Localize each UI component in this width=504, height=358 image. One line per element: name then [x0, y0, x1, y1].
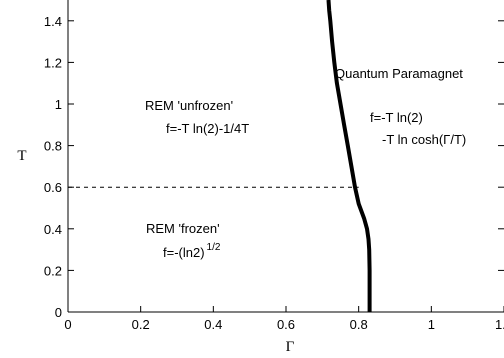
x-tick-label: 0.6: [277, 317, 295, 332]
x-tick-label: 1.2: [495, 317, 504, 332]
annotation-f-qp-line1: f=-T ln(2): [370, 110, 423, 125]
x-tick-label: 0.8: [350, 317, 368, 332]
phase-boundary-curve: [326, 0, 372, 312]
annotation-f-qp-line2: -T ln cosh(Γ/T): [382, 132, 466, 147]
x-tick-label: 1: [428, 317, 435, 332]
series-layer: [68, 0, 372, 312]
y-tick-label: 0.2: [44, 263, 62, 278]
annotation-f-frozen: f=-(ln2) 1/2: [163, 242, 221, 260]
annotation-f-frozen-exponent: 1/2: [207, 242, 221, 253]
y-tick-label: 0.4: [44, 222, 62, 237]
annotation-quantum-paramagnet: Quantum Paramagnet: [335, 66, 463, 81]
y-tick-label: 1: [55, 97, 62, 112]
y-tick-label: 0: [55, 305, 62, 320]
x-tick-label: 0: [64, 317, 71, 332]
x-axis-ticks: 0 0.2 0.4 0.6 0.8 1 1.2: [64, 306, 504, 332]
x-tick-label: 0.4: [204, 317, 222, 332]
x-axis-label: Γ: [286, 339, 295, 355]
y-tick-label: 0.8: [44, 139, 62, 154]
annotation-rem-unfrozen: REM 'unfrozen': [145, 98, 233, 113]
y-tick-label: 1.2: [44, 55, 62, 70]
y-axis-ticks: 0 0.2 0.4 0.6 0.8 1 1.2 1.4: [44, 14, 504, 320]
annotation-rem-frozen: REM 'frozen': [146, 221, 220, 236]
y-axis-label: T: [17, 148, 26, 164]
x-tick-label: 0.2: [132, 317, 150, 332]
y-tick-label: 0.6: [44, 180, 62, 195]
y-tick-label: 1.4: [44, 14, 62, 29]
axes-frame: [67, 0, 504, 313]
annotation-f-unfrozen: f=-T ln(2)-1/4T: [166, 121, 249, 136]
